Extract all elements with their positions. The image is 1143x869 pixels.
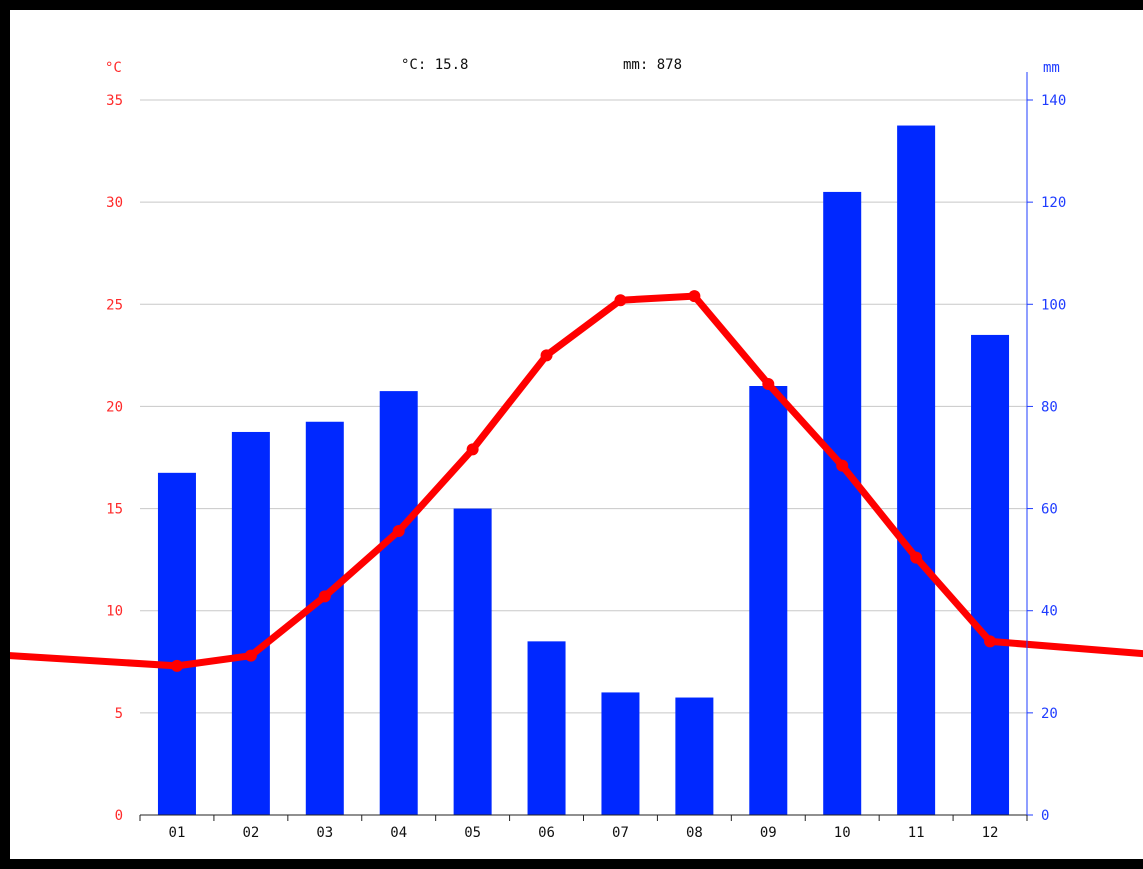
precipitation-bar xyxy=(305,421,344,815)
right-tick-label: 100 xyxy=(1041,297,1066,313)
month-label: 12 xyxy=(982,825,999,841)
temperature-point xyxy=(910,551,923,564)
temperature-point xyxy=(170,659,183,672)
temperature-point xyxy=(392,525,405,538)
precipitation-bars xyxy=(157,125,1010,816)
precipitation-bar xyxy=(527,641,566,815)
gridlines xyxy=(140,99,1027,714)
precipitation-bar xyxy=(823,191,862,815)
month-label: 09 xyxy=(760,825,777,841)
left-tick-label: 25 xyxy=(106,297,123,313)
climate-chart-panel: 0 5 10 15 20 25 30 35 0 20 40 60 80 100 120 140 01 02 03 04… xyxy=(10,10,1143,859)
precipitation-bar xyxy=(971,334,1010,815)
temperature-point xyxy=(244,649,257,662)
precipitation-bar xyxy=(675,697,714,815)
right-tick-label: 120 xyxy=(1041,195,1066,211)
left-tick-label: 15 xyxy=(106,502,123,518)
left-tick-label: 10 xyxy=(106,604,123,620)
right-tick-label: 20 xyxy=(1041,706,1058,722)
precipitation-bar xyxy=(749,386,788,815)
month-label: 07 xyxy=(612,825,629,841)
temperature-line xyxy=(10,292,1143,670)
left-tick-label: 30 xyxy=(106,195,123,211)
month-label: 08 xyxy=(686,825,703,841)
temperature-point xyxy=(836,459,849,472)
month-label: 01 xyxy=(169,825,186,841)
right-tick-label: 40 xyxy=(1041,604,1058,620)
temperature-point xyxy=(984,635,997,648)
right-tick-label: 0 xyxy=(1041,808,1049,824)
left-tick-label: 0 xyxy=(115,808,123,824)
month-label: 10 xyxy=(834,825,851,841)
right-tick-label: 60 xyxy=(1041,502,1058,518)
precipitation-bar xyxy=(157,472,196,815)
left-tick-label: 35 xyxy=(106,93,123,109)
temperature-point xyxy=(762,377,775,390)
month-label: 06 xyxy=(538,825,555,841)
right-axis-unit: mm xyxy=(1043,60,1060,76)
temperature-point xyxy=(540,349,553,362)
right-tick-label: 140 xyxy=(1041,93,1066,109)
annual-precipitation-summary: mm: 878 xyxy=(623,57,682,73)
temperature-point xyxy=(688,290,701,303)
left-tick-label: 20 xyxy=(106,399,123,415)
precipitation-bar xyxy=(453,508,492,815)
month-label: 04 xyxy=(390,825,407,841)
left-axis-unit: °C xyxy=(105,60,122,76)
precipitation-bar xyxy=(231,431,270,815)
temperature-point xyxy=(466,443,479,456)
month-label: 11 xyxy=(908,825,925,841)
month-label: 02 xyxy=(242,825,259,841)
month-label: 03 xyxy=(316,825,333,841)
month-label: 05 xyxy=(464,825,481,841)
right-tick-label: 80 xyxy=(1041,399,1058,415)
left-tick-label: 5 xyxy=(115,706,123,722)
temperature-line-group xyxy=(10,290,1143,672)
temperature-point xyxy=(614,294,627,307)
precipitation-bar xyxy=(897,125,936,816)
precipitation-bar xyxy=(379,391,418,815)
temperature-point xyxy=(318,590,331,603)
mean-temperature-summary: °C: 15.8 xyxy=(401,57,468,73)
precipitation-bar xyxy=(601,692,640,815)
